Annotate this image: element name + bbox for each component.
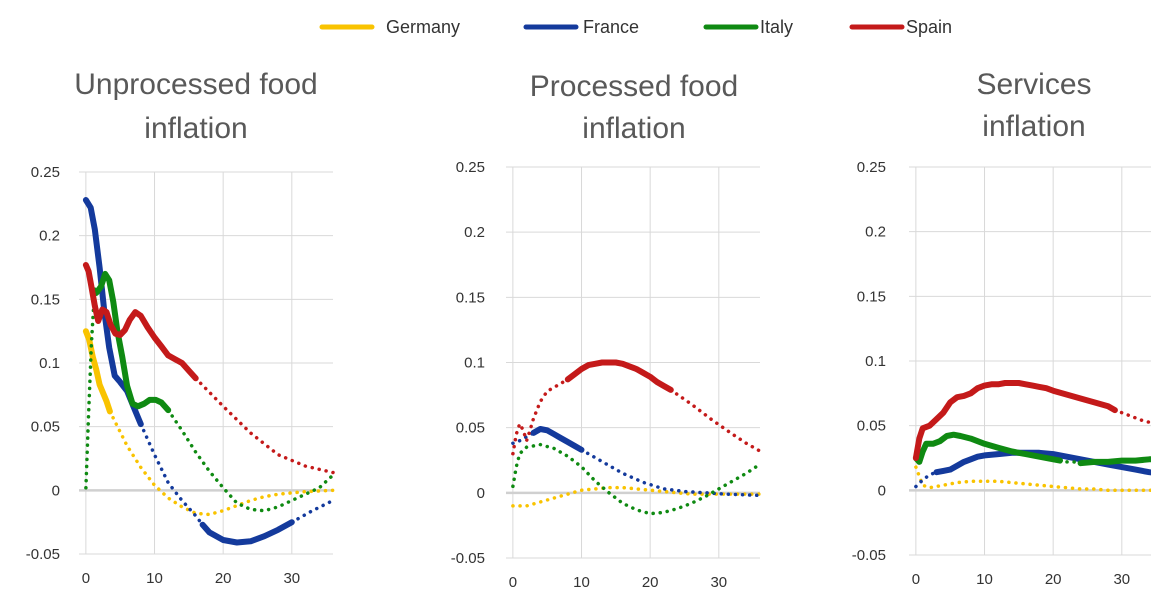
y-tick-label: -0.05 xyxy=(852,547,886,564)
series-line-dotted-spain xyxy=(1113,408,1151,425)
series-line-solid-italy xyxy=(912,431,1063,465)
series-line-solid-germany xyxy=(82,328,113,415)
x-tick-label: 30 xyxy=(710,574,727,591)
series-italy xyxy=(511,442,762,516)
x-tick-label: 20 xyxy=(215,570,232,587)
panel-title-line: Services xyxy=(976,68,1091,101)
panel-title-line: Unprocessed food xyxy=(74,68,318,101)
y-tick-label: 0 xyxy=(52,482,60,499)
x-tick-label: 10 xyxy=(146,570,163,587)
series-spain xyxy=(912,380,1151,461)
y-tick-label: 0 xyxy=(477,485,485,502)
legend-item-france: France xyxy=(523,17,639,37)
panel-3: Services inflation 0.25 0.2 0.15 0.1 0.05 0 -0.0… xyxy=(852,68,1151,588)
y-tick-label: 0.1 xyxy=(39,355,60,372)
y-tick-label: 0.2 xyxy=(39,228,60,245)
panel-title-line: Processed food xyxy=(530,70,738,103)
series-germany xyxy=(511,485,762,508)
legend-item-italy: Italy xyxy=(703,17,793,37)
y-tick-label: 0.25 xyxy=(31,164,60,181)
series-line-dotted-france xyxy=(139,422,205,527)
series-spain xyxy=(82,262,335,475)
x-tick-label: 20 xyxy=(642,574,659,591)
chart-panels: Unprocessed food inflation 0.25 0.2 0.15 0.1 0… xyxy=(26,68,1151,591)
series-line-solid-italy xyxy=(1077,456,1151,467)
x-tick-label: 30 xyxy=(283,570,300,587)
series-line-dotted-spain xyxy=(511,377,570,456)
panel-title-line: inflation xyxy=(982,110,1085,143)
series-line-solid-italy xyxy=(93,270,172,414)
x-tick-label: 20 xyxy=(1045,571,1062,588)
series-france xyxy=(511,426,762,498)
series-line-dotted-germany xyxy=(914,465,1151,493)
y-tick-label: 0.15 xyxy=(31,291,60,308)
legend-label-spain: Spain xyxy=(906,17,952,37)
series-line-solid-spain xyxy=(912,380,1118,461)
series-line-dotted-france xyxy=(290,498,335,524)
series-germany xyxy=(82,328,335,517)
x-tick-label: 0 xyxy=(82,570,90,587)
y-tick-label: 0.15 xyxy=(857,288,886,305)
y-tick-label: 0.2 xyxy=(464,224,485,241)
x-tick-label: 0 xyxy=(912,571,920,588)
y-tick-label: 0.05 xyxy=(857,418,886,435)
series-line-dotted-spain xyxy=(193,376,335,475)
x-tick-label: 30 xyxy=(1113,571,1130,588)
series-line-dotted-germany xyxy=(511,485,762,508)
panel-title-line: inflation xyxy=(582,112,685,145)
y-tick-label: 0.1 xyxy=(464,355,485,372)
series-line-solid-spain xyxy=(82,262,199,382)
y-tick-label: 0.05 xyxy=(31,419,60,436)
series-line-solid-france xyxy=(199,519,295,546)
y-tick-label: -0.05 xyxy=(26,546,60,563)
legend-item-spain: Spain xyxy=(849,17,952,37)
series-italy xyxy=(912,431,1151,467)
panel-title-line: inflation xyxy=(144,112,247,145)
y-tick-label: 0.1 xyxy=(865,353,886,370)
legend-label-italy: Italy xyxy=(760,17,793,37)
y-tick-label: 0.15 xyxy=(456,289,485,306)
y-tick-label: -0.05 xyxy=(451,550,485,567)
series-germany xyxy=(914,465,1151,493)
y-tick-label: 0.2 xyxy=(865,224,886,241)
series-line-dotted-france xyxy=(914,470,939,489)
panel-2: Processed food inflation 0.25 0.2 0.15 0.1 0.0… xyxy=(451,70,762,591)
series-line-dotted-italy xyxy=(84,284,97,490)
legend-label-france: France xyxy=(583,17,639,37)
series-line-dotted-france xyxy=(579,448,762,498)
panel-1: Unprocessed food inflation 0.25 0.2 0.15 0.1 0… xyxy=(26,68,335,587)
legend: Germany France Italy Spain xyxy=(319,17,952,37)
series-line-solid-france xyxy=(530,426,585,453)
series-italy xyxy=(84,270,335,513)
y-tick-label: 0.05 xyxy=(456,420,485,437)
y-tick-label: 0.25 xyxy=(456,159,485,176)
series-line-dotted-germany xyxy=(108,409,335,517)
series-spain xyxy=(511,359,762,456)
series-line-dotted-italy xyxy=(166,408,335,513)
x-tick-label: 10 xyxy=(976,571,993,588)
x-tick-label: 0 xyxy=(509,574,517,591)
y-tick-label: 0.25 xyxy=(857,159,886,176)
series-line-dotted-italy xyxy=(511,442,762,516)
legend-label-germany: Germany xyxy=(386,17,460,37)
series-line-dotted-spain xyxy=(669,388,762,453)
x-tick-label: 10 xyxy=(573,574,590,591)
y-tick-label: 0 xyxy=(878,482,886,499)
legend-item-germany: Germany xyxy=(319,17,460,37)
series-line-solid-spain xyxy=(564,359,674,393)
